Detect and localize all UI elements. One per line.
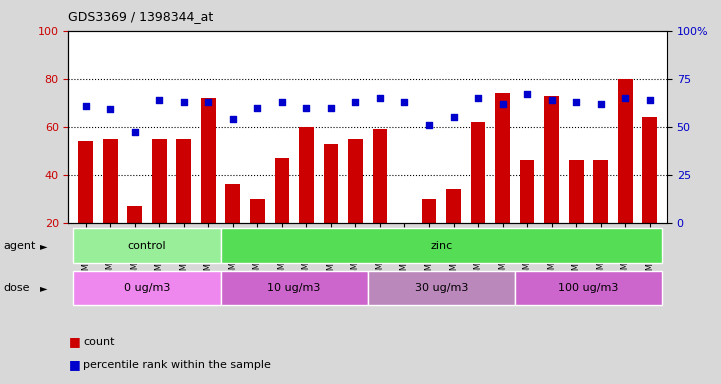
Text: ►: ► — [40, 241, 47, 251]
Bar — [348, 139, 363, 271]
Bar — [368, 271, 515, 305]
Point — [374, 95, 386, 101]
Text: 10 ug/m3: 10 ug/m3 — [267, 283, 321, 293]
Bar — [373, 129, 387, 271]
Point — [570, 99, 582, 105]
Bar — [152, 139, 167, 271]
Bar — [471, 122, 485, 271]
Point — [154, 97, 165, 103]
Bar — [642, 117, 657, 271]
Bar — [103, 139, 118, 271]
Text: ■: ■ — [68, 335, 80, 348]
Bar — [515, 271, 662, 305]
Bar — [618, 79, 632, 271]
Point — [252, 104, 263, 111]
Text: 0 ug/m3: 0 ug/m3 — [124, 283, 170, 293]
Point — [80, 103, 92, 109]
Bar — [128, 206, 142, 271]
Bar — [593, 161, 608, 271]
Point — [521, 91, 533, 97]
Point — [301, 104, 312, 111]
Point — [203, 99, 214, 105]
Bar — [201, 98, 216, 271]
Point — [325, 104, 337, 111]
Point — [546, 97, 557, 103]
Point — [644, 97, 655, 103]
Text: 30 ug/m3: 30 ug/m3 — [415, 283, 468, 293]
Bar — [221, 271, 368, 305]
Bar — [495, 93, 510, 271]
Bar — [324, 144, 338, 271]
Text: dose: dose — [4, 283, 30, 293]
Point — [619, 95, 631, 101]
Bar — [569, 161, 583, 271]
Point — [276, 99, 288, 105]
Point — [448, 114, 459, 120]
Text: agent: agent — [4, 241, 36, 251]
Point — [399, 99, 410, 105]
Bar — [221, 228, 662, 263]
Text: count: count — [83, 337, 115, 347]
Bar — [520, 161, 534, 271]
Point — [129, 129, 141, 136]
Text: 100 ug/m3: 100 ug/m3 — [558, 283, 619, 293]
Bar — [275, 158, 289, 271]
Point — [350, 99, 361, 105]
Text: ■: ■ — [68, 358, 80, 371]
Bar — [446, 189, 461, 271]
Text: zinc: zinc — [430, 241, 452, 251]
Text: control: control — [128, 241, 167, 251]
Bar — [74, 228, 221, 263]
Bar — [177, 139, 191, 271]
Bar — [397, 223, 412, 271]
Point — [497, 101, 508, 107]
Point — [105, 106, 116, 113]
Point — [472, 95, 484, 101]
Bar — [250, 199, 265, 271]
Bar — [422, 199, 436, 271]
Text: GDS3369 / 1398344_at: GDS3369 / 1398344_at — [68, 10, 213, 23]
Bar — [299, 127, 314, 271]
Bar — [74, 271, 221, 305]
Text: percentile rank within the sample: percentile rank within the sample — [83, 360, 271, 370]
Point — [227, 116, 239, 122]
Point — [595, 101, 606, 107]
Text: ►: ► — [40, 283, 47, 293]
Point — [178, 99, 190, 105]
Bar — [226, 184, 240, 271]
Point — [423, 122, 435, 128]
Bar — [79, 141, 93, 271]
Bar — [544, 96, 559, 271]
